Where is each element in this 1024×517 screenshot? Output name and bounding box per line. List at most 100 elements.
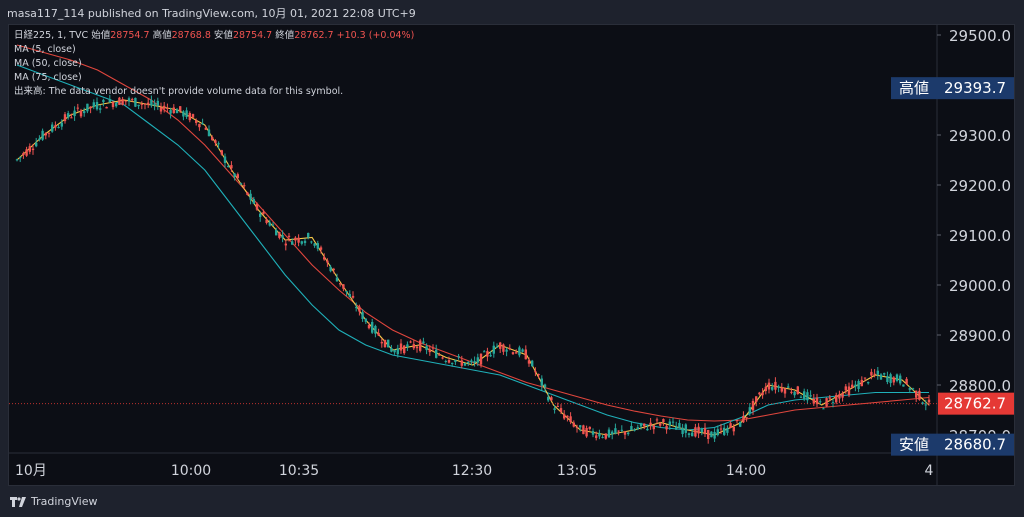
candle-body: [252, 199, 255, 204]
candle-body: [713, 431, 716, 439]
candle-body: [543, 384, 547, 388]
price-label-last: 28762.7: [938, 392, 1014, 415]
price-chart[interactable]: 29500.0 29300.0 29200.0 29100.0 29000.0 28900…: [9, 25, 1014, 485]
candle-body: [780, 387, 783, 392]
candle-body: [604, 433, 607, 439]
candle-body: [275, 230, 278, 236]
candle-body: [102, 99, 105, 103]
candle-body: [76, 107, 79, 109]
symbol-label[interactable]: 日経225, 1, TVC: [14, 30, 89, 41]
candle-body: [463, 362, 467, 366]
candle-body: [255, 203, 259, 210]
candle-body: [287, 235, 291, 237]
candle-body: [729, 423, 732, 428]
candle-body: [361, 312, 364, 319]
candle-body: [415, 346, 419, 349]
candle-body: [169, 110, 172, 114]
candle-body: [262, 212, 265, 215]
candle-body: [860, 379, 863, 387]
candle-body: [863, 377, 867, 379]
ohlc-row: 日経225, 1, TVC 始値28754.7 高値28768.8 安値2875…: [14, 29, 414, 43]
candle-body: [787, 386, 790, 388]
candle-body: [678, 423, 681, 429]
candle-body: [646, 428, 649, 431]
candle-body: [15, 159, 19, 161]
candle-body: [735, 420, 739, 422]
candle-body: [761, 392, 764, 396]
candle-body: [172, 107, 175, 114]
price-tick-label: 28800.0: [949, 377, 1011, 395]
candle-body: [623, 431, 627, 435]
ma5-line: [16, 99, 930, 436]
close-value: 28762.7: [294, 30, 334, 41]
candle-body: [649, 422, 652, 426]
candle-body: [892, 377, 895, 383]
candle-body: [44, 133, 47, 136]
candle-body: [921, 402, 924, 404]
candle-body: [191, 114, 195, 118]
candle-body: [198, 123, 201, 128]
candle-body: [179, 106, 182, 112]
candle-body: [758, 392, 761, 395]
candle-body: [47, 132, 51, 134]
ma75-legend[interactable]: MA (75, close): [14, 72, 82, 83]
candle-body: [479, 353, 483, 365]
candle-body: [54, 125, 57, 128]
candle-body: [620, 429, 623, 431]
candle-body: [313, 243, 316, 246]
candle-body: [355, 307, 358, 309]
candle-body: [230, 165, 233, 169]
candle-body: [595, 435, 598, 438]
candle-body: [502, 344, 505, 352]
candle-body: [332, 268, 335, 270]
candle-body: [243, 185, 246, 187]
candle-body: [67, 113, 70, 118]
candle-body: [137, 104, 140, 107]
candle-body: [345, 290, 348, 293]
candle-body: [291, 241, 294, 245]
candle-body: [748, 407, 751, 414]
price-label-value: 28762.7: [944, 395, 1006, 413]
candle-body: [233, 173, 236, 177]
candle-body: [271, 224, 275, 226]
candle-body: [63, 114, 67, 122]
footer-bar: TradingView: [0, 486, 1024, 517]
candle-body: [364, 318, 367, 322]
candle-body: [204, 127, 207, 130]
candle-body: [844, 386, 847, 391]
candle-body: [473, 361, 476, 363]
candle-body: [428, 349, 431, 353]
ma50-line: [16, 64, 929, 431]
candle-body: [35, 142, 38, 147]
ma50-legend[interactable]: MA (50, close): [14, 58, 82, 69]
candle-body: [569, 416, 572, 423]
candle-body: [127, 98, 131, 102]
candle-body: [879, 374, 883, 380]
candle-body: [118, 97, 121, 105]
candle-body: [857, 381, 860, 389]
candle-body: [268, 222, 271, 226]
candle-body: [297, 237, 300, 243]
candle-body: [115, 103, 118, 107]
candle-body: [675, 426, 678, 430]
candle-body: [95, 101, 99, 110]
candle-body: [70, 117, 73, 119]
candle-body: [537, 374, 540, 376]
candle-body: [259, 213, 262, 217]
candle-body: [92, 102, 95, 107]
chart-frame[interactable]: 29500.0 29300.0 29200.0 29100.0 29000.0 28900…: [8, 24, 1015, 486]
candle-body: [572, 422, 575, 427]
ma5-legend[interactable]: MA (5, close): [14, 44, 76, 55]
candle-body: [783, 388, 787, 394]
candle-body: [467, 361, 470, 363]
candle-body: [79, 110, 83, 117]
candle-body: [124, 100, 127, 102]
candle-body: [633, 429, 636, 431]
candle-body: [300, 241, 303, 244]
tradingview-brand[interactable]: TradingView: [10, 495, 97, 508]
candle-body: [588, 426, 591, 429]
candle-body: [380, 342, 383, 344]
candle-body: [755, 396, 758, 402]
candle-body: [902, 384, 905, 387]
candle-body: [25, 149, 28, 156]
